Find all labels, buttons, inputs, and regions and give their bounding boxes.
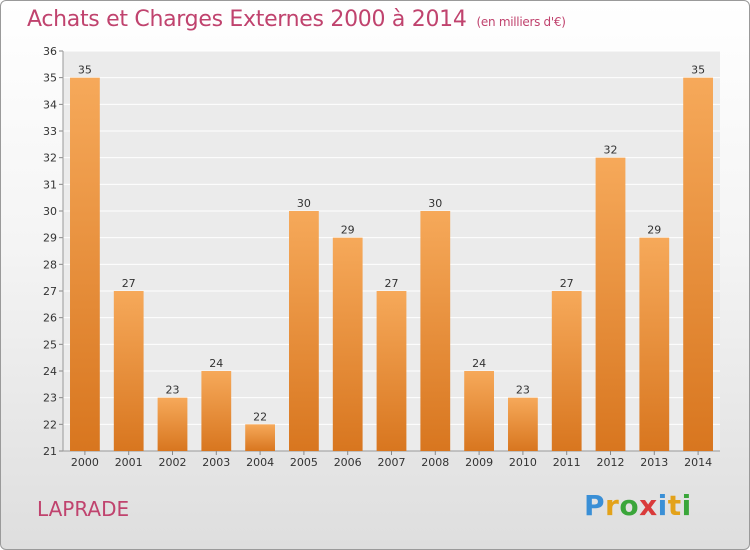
- bar: [508, 397, 538, 451]
- y-tick-label: 33: [43, 125, 57, 138]
- logo-letter: i: [657, 489, 668, 522]
- y-tick-label: 32: [43, 152, 57, 165]
- bar-value-label: 24: [209, 357, 223, 370]
- bar-value-label: 35: [78, 64, 92, 77]
- bar-value-label: 27: [560, 277, 574, 290]
- bar: [551, 291, 582, 451]
- bar: [113, 291, 144, 451]
- bar: [683, 77, 713, 452]
- x-tick-label: 2000: [71, 456, 99, 469]
- y-tick-label: 29: [43, 232, 57, 245]
- y-tick-label: 30: [43, 205, 57, 218]
- bar-value-label: 29: [341, 224, 355, 237]
- bar-value-label: 35: [691, 64, 705, 77]
- bar-value-label: 22: [253, 410, 267, 423]
- chart-title-main: Achats et Charges Externes 2000 à 2014: [27, 7, 467, 32]
- bar-value-label: 32: [604, 144, 618, 157]
- x-tick-label: 2006: [334, 456, 362, 469]
- y-tick-label: 36: [43, 45, 57, 58]
- bar: [245, 424, 275, 451]
- bar: [201, 371, 232, 451]
- bar: [70, 77, 100, 452]
- x-tick-label: 2004: [246, 456, 274, 469]
- logo-letter: r: [605, 489, 620, 522]
- bar-value-label: 23: [166, 384, 180, 397]
- x-tick-label: 2014: [684, 456, 712, 469]
- y-tick-label: 31: [43, 178, 57, 191]
- y-tick-label: 26: [43, 312, 57, 325]
- chart-title: Achats et Charges Externes 2000 à 2014 (e…: [27, 7, 566, 32]
- y-tick-label: 25: [43, 338, 57, 351]
- y-tick-label: 27: [43, 285, 57, 298]
- bar-value-label: 27: [385, 277, 399, 290]
- bar: [376, 291, 407, 451]
- x-tick-label: 2002: [159, 456, 187, 469]
- bar-value-label: 29: [647, 224, 661, 237]
- bar-value-label: 23: [516, 384, 530, 397]
- y-tick-label: 22: [43, 418, 57, 431]
- logo-letter: x: [639, 489, 658, 522]
- bar: [639, 237, 670, 451]
- chart-title-unit: (en milliers d'€): [476, 15, 566, 29]
- logo-letter: t: [667, 489, 682, 522]
- bar-value-label: 27: [122, 277, 136, 290]
- y-tick-label: 35: [43, 72, 57, 85]
- y-tick-label: 34: [43, 98, 57, 111]
- bar-value-label: 30: [297, 197, 311, 210]
- commune-name: LAPRADE: [37, 497, 130, 521]
- bar: [420, 211, 451, 451]
- logo-letter: P: [584, 489, 606, 522]
- bar: [332, 237, 363, 451]
- logo-letter: i: [681, 489, 692, 522]
- logo-letter: o: [619, 489, 640, 522]
- x-tick-label: 2010: [509, 456, 537, 469]
- y-tick-label: 21: [43, 445, 57, 458]
- bar-value-label: 24: [472, 357, 486, 370]
- bar: [289, 211, 319, 451]
- x-tick-label: 2013: [640, 456, 668, 469]
- x-tick-label: 2005: [290, 456, 318, 469]
- x-tick-label: 2003: [202, 456, 230, 469]
- bar: [595, 157, 626, 451]
- bar-value-label: 30: [428, 197, 442, 210]
- bar: [464, 371, 494, 451]
- x-tick-label: 2001: [115, 456, 143, 469]
- y-tick-label: 24: [43, 365, 57, 378]
- y-tick-label: 28: [43, 258, 57, 271]
- x-tick-label: 2012: [597, 456, 625, 469]
- x-tick-label: 2011: [553, 456, 581, 469]
- x-tick-label: 2007: [378, 456, 406, 469]
- x-tick-label: 2008: [421, 456, 449, 469]
- x-tick-label: 2009: [465, 456, 493, 469]
- bar: [157, 397, 188, 451]
- y-tick-label: 23: [43, 392, 57, 405]
- proxiti-logo[interactable]: Proxiti: [584, 489, 692, 522]
